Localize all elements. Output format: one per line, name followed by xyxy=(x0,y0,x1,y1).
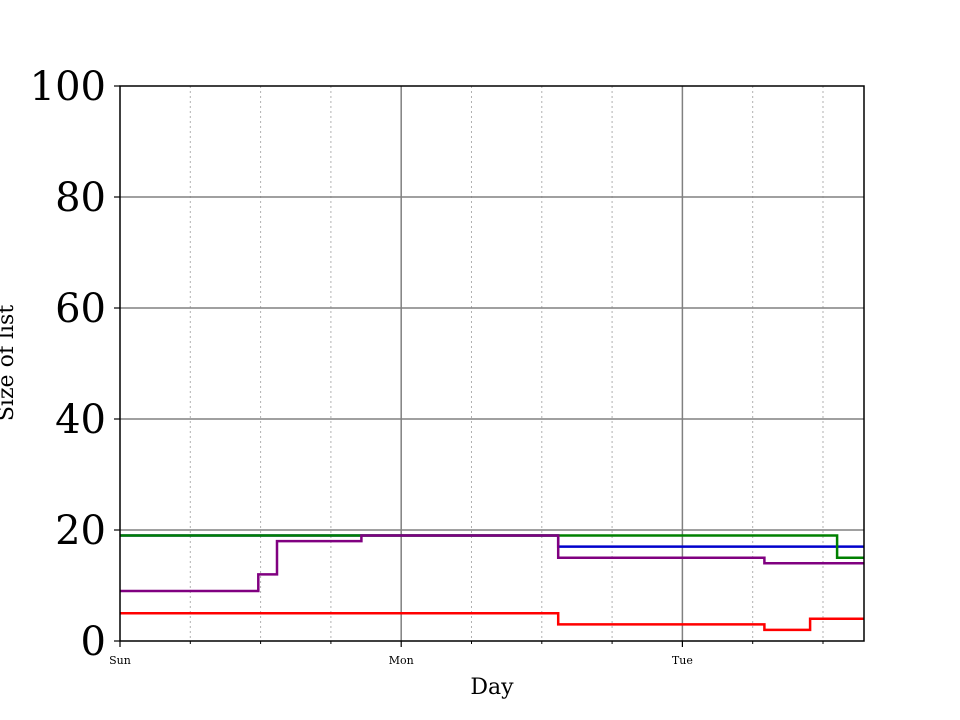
y-tick-label: 60 xyxy=(55,286,106,332)
y-tick-label: 20 xyxy=(55,508,106,554)
y-tick-label: 0 xyxy=(81,619,106,665)
y-tick-label: 100 xyxy=(30,64,106,110)
series-lines xyxy=(120,534,864,632)
y-tick-label: 40 xyxy=(55,397,106,443)
y-tick-label: 80 xyxy=(55,175,106,221)
x-tick-label: Tue xyxy=(672,654,693,667)
y-axis-ticks: 0 20 40 60 80 100 xyxy=(30,64,120,665)
x-axis-label: Day xyxy=(470,675,514,700)
x-axis-ticks: Sun Mon Tue xyxy=(109,641,824,667)
x-tick-label: Mon xyxy=(389,654,414,667)
grid xyxy=(120,86,864,641)
x-tick-label: Sun xyxy=(109,654,131,667)
plot-frame xyxy=(119,85,865,642)
series-line-3 xyxy=(120,534,864,593)
y-axis-label: Size of list xyxy=(0,305,19,421)
series-line-2 xyxy=(120,612,864,632)
